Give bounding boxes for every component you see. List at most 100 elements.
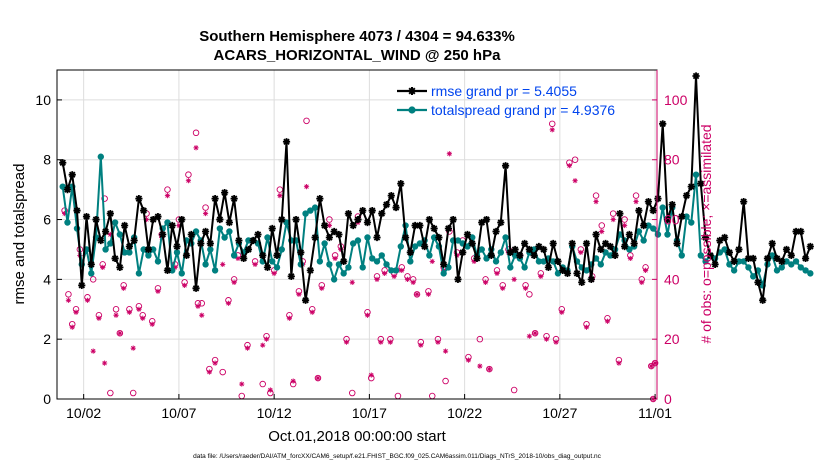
totalspread-point — [311, 204, 319, 211]
obs-assimilated-marker — [102, 360, 108, 366]
rmse-point — [373, 233, 381, 242]
rmse-point — [635, 206, 643, 215]
rmse-point — [640, 221, 648, 230]
totalspread-point — [416, 240, 424, 247]
rmse-point — [606, 242, 614, 251]
obs-assimilated-marker — [482, 279, 489, 285]
totalspread-point — [697, 252, 705, 259]
totalspread-point — [797, 264, 805, 271]
obs-assimilated-marker — [610, 216, 616, 223]
totalspread-point — [492, 258, 500, 265]
rmse-point — [325, 233, 333, 242]
obs-assimilated-marker — [511, 276, 517, 282]
rmse-point — [725, 248, 733, 257]
rmse-point — [544, 263, 553, 271]
totalspread-point — [659, 204, 666, 211]
totalspread-point — [426, 252, 433, 259]
data-file-footer: data file: /Users/raeder/DAI/ATM_forcXX/… — [193, 453, 602, 460]
totalspread-point — [97, 153, 105, 160]
obs-assimilated-marker — [332, 255, 338, 262]
rmse-point — [182, 251, 191, 260]
obs-possible-marker — [621, 216, 628, 223]
rmse-point — [697, 180, 705, 188]
obs-assimilated-marker — [90, 348, 96, 354]
rmse-point — [449, 215, 457, 224]
rmse-point — [87, 260, 95, 269]
obs-assimilated-marker — [425, 291, 432, 297]
obs-assimilated-marker — [599, 228, 605, 235]
rmse-point — [92, 215, 100, 224]
obs-assimilated-marker — [572, 178, 578, 184]
obs-assimilated-marker — [593, 199, 599, 205]
obs-possible-marker — [101, 195, 108, 202]
rmse-point — [773, 254, 781, 263]
obs-possible-marker — [259, 380, 266, 388]
rmse-point — [687, 183, 695, 191]
rmse-point — [111, 254, 119, 263]
x-tick-label: 10/27 — [542, 405, 577, 421]
left-axis-ticks: 0 2 4 6 8 10 — [35, 92, 62, 407]
obs-assimilated-marker — [538, 273, 544, 279]
rmse-point — [468, 239, 476, 248]
rmse-point — [116, 263, 124, 271]
rmse-point — [354, 215, 362, 224]
rmse-point — [730, 257, 738, 266]
left-tick-label: 8 — [43, 152, 51, 168]
rmse-point — [578, 278, 586, 286]
totalspread-point — [726, 261, 733, 268]
rmse-point — [235, 236, 243, 245]
rmse-point — [101, 227, 110, 236]
left-tick-label: 2 — [43, 331, 51, 347]
obs-assimilated-marker — [442, 348, 449, 354]
rmse-point — [368, 206, 376, 215]
totalspread-point — [335, 261, 343, 268]
totalspread-point — [597, 261, 605, 268]
obs-assimilated-marker — [500, 285, 506, 291]
rmse-point — [744, 254, 753, 263]
obs-assimilated-marker — [84, 297, 91, 303]
rmse-point — [330, 227, 338, 236]
rmse-point — [144, 245, 153, 254]
totalspread-point — [126, 249, 133, 256]
totalspread-point — [283, 219, 290, 226]
obs-possible-marker — [486, 365, 493, 373]
obs-assimilated-marker — [140, 315, 146, 321]
totalspread-point — [221, 234, 228, 241]
totalspread-point — [445, 264, 452, 271]
rmse-point — [506, 248, 514, 257]
totalspread-point — [154, 258, 162, 265]
chart-title: Southern Hemisphere 4073 / 4304 = 94.633… — [199, 28, 515, 45]
obs-assimilated-marker — [185, 178, 192, 184]
rmse-point — [130, 236, 138, 245]
rmse-point — [768, 239, 776, 248]
obs-assimilated-marker — [296, 291, 302, 297]
rmse-point — [763, 254, 772, 263]
obs-assimilated-marker — [382, 270, 388, 276]
obs-possible-marker — [164, 186, 171, 193]
rmse-point — [682, 192, 691, 200]
obs-possible-marker — [598, 222, 606, 229]
obs-possible-marker — [326, 216, 333, 223]
rmse-point — [206, 239, 214, 248]
obs-assimilated-marker — [583, 324, 590, 330]
rmse-point — [335, 230, 343, 239]
obs-assimilated-marker — [149, 321, 155, 327]
right-tick-label: 100 — [664, 92, 688, 108]
obs-assimilated-marker — [182, 282, 188, 288]
obs-assimilated-marker — [368, 372, 374, 378]
obs-assimilated-marker — [136, 306, 142, 312]
totalspread-point — [192, 228, 200, 235]
rmse-point — [459, 248, 467, 257]
totalspread-point — [135, 270, 143, 277]
rmse-point — [554, 257, 562, 266]
rmse-point — [321, 221, 329, 230]
obs-assimilated-marker — [642, 267, 649, 273]
legend-rmse-marker — [408, 87, 416, 95]
obs-assimilated-marker — [429, 258, 435, 265]
totalspread-point — [735, 258, 743, 265]
legend: rmse grand pr = 5.4055 totalspread grand… — [397, 83, 615, 118]
totalspread-point — [383, 261, 390, 268]
obs-assimilated-marker — [260, 342, 266, 348]
obs-possible-marker — [129, 389, 137, 397]
obs-assimilated-marker — [73, 309, 79, 315]
